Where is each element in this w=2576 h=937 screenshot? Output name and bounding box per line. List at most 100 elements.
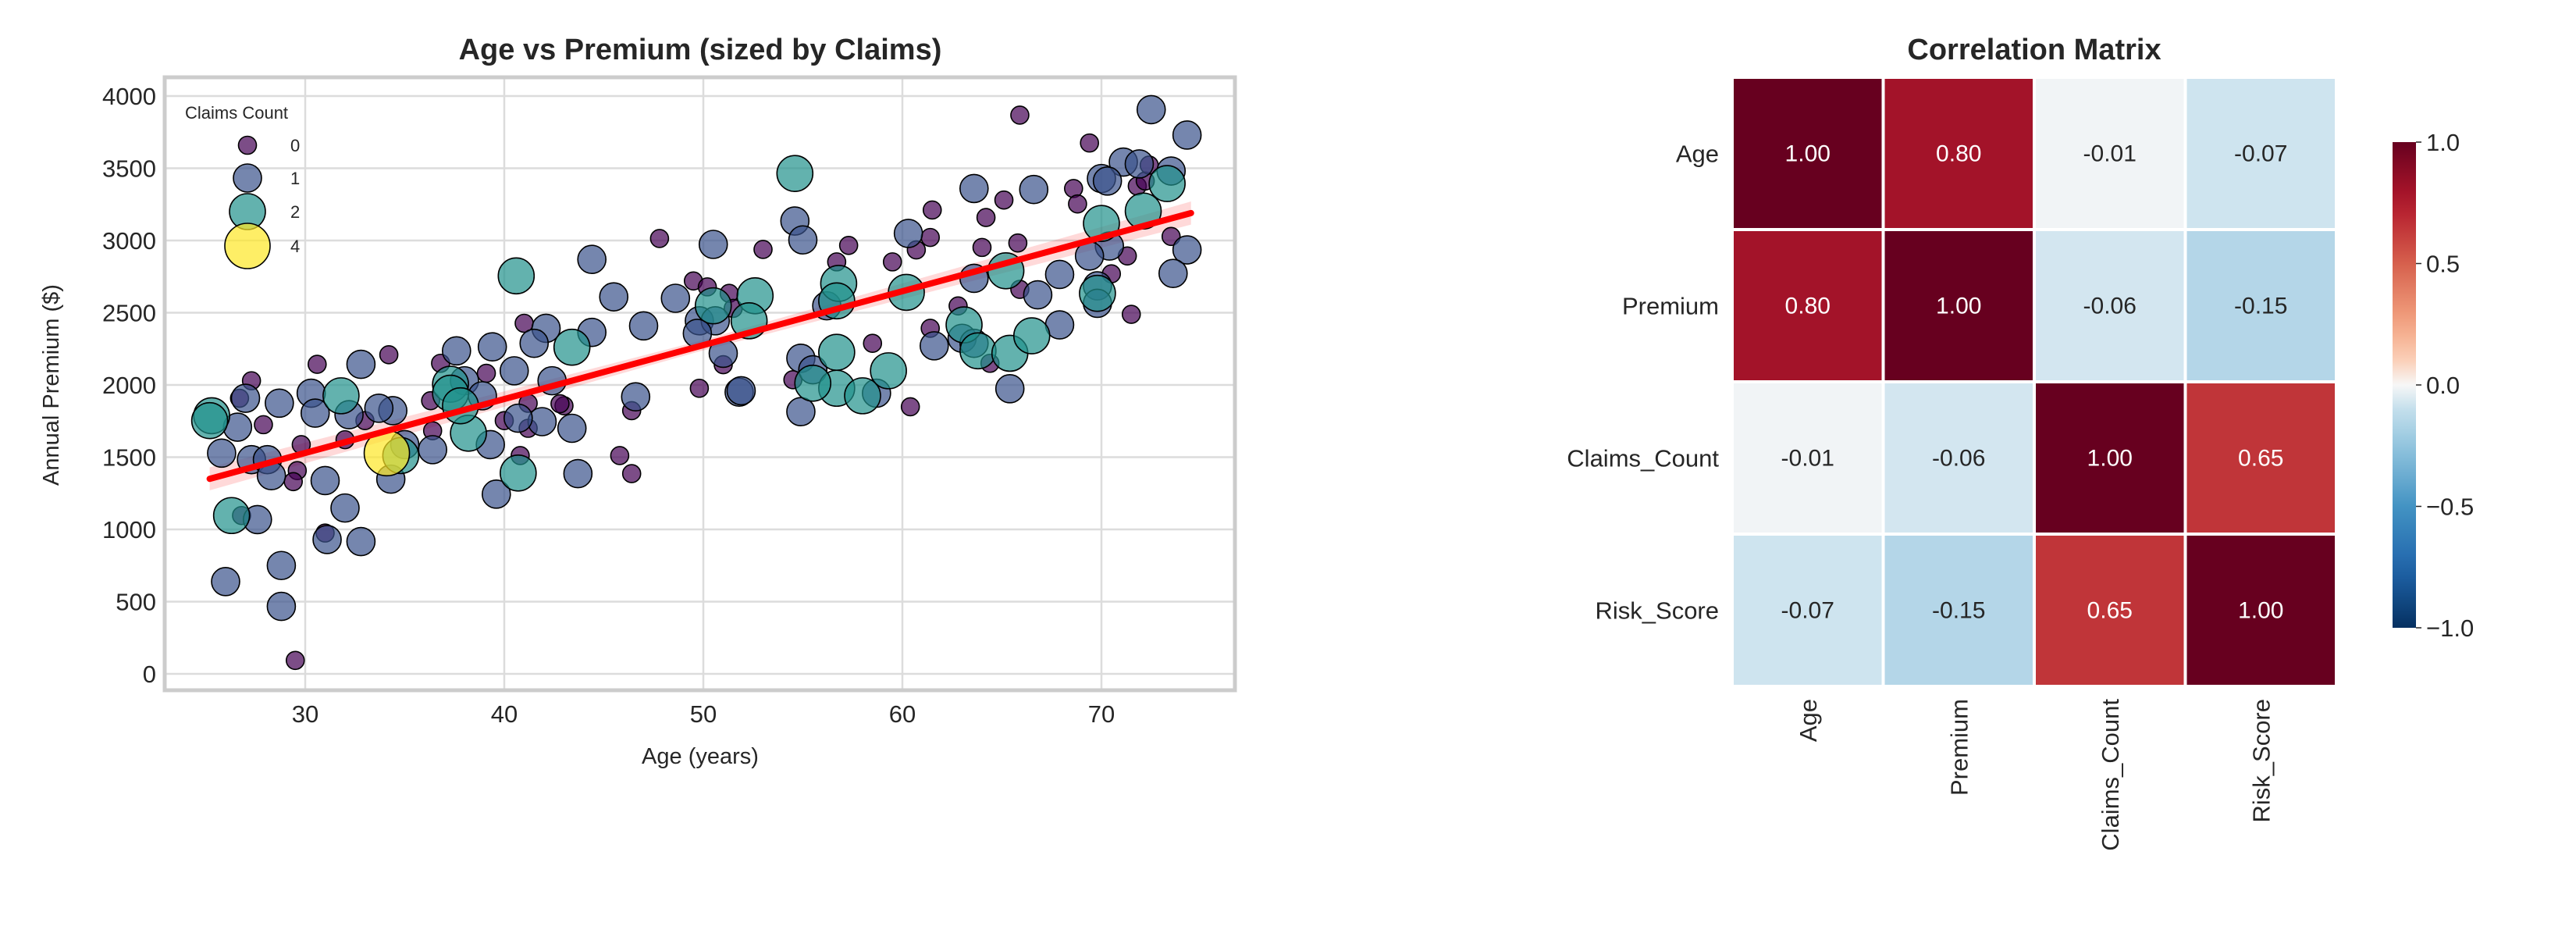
scatter-point-claims-1 [1019, 174, 1049, 205]
y-tick-label: 0 [143, 661, 156, 688]
scatter-point-claims-1 [330, 493, 360, 523]
y-tick-label: 2500 [102, 300, 156, 327]
plot-frame [162, 75, 1237, 693]
legend-title: Claims Count [185, 103, 288, 123]
y-tick-label: 2000 [102, 372, 156, 399]
regression-line [206, 209, 1194, 483]
scatter-points [190, 94, 1202, 671]
scatter-point-claims-1 [698, 230, 728, 259]
scatter-point-claims-1 [1172, 235, 1202, 265]
scatter-point-claims-1 [207, 438, 237, 468]
scatter-point-claims-1 [1092, 166, 1123, 196]
legend-label: 4 [290, 237, 300, 256]
row-label: Premium [1622, 293, 1719, 320]
scatter-point-claims-2 [1148, 165, 1186, 202]
scatter-point-claims-0 [254, 415, 273, 435]
scatter-point-claims-1 [1023, 280, 1053, 310]
scatter-point-claims-1 [364, 393, 394, 423]
heatmap-cell [1731, 533, 1885, 688]
scatter-panel: Age vs Premium (sized by Claims) 30 40 50 6… [39, 34, 1237, 769]
colorbar-tick-label: 0.0 [2426, 372, 2460, 399]
scatter-point-claims-0 [1121, 305, 1141, 324]
scatter-point-claims-0 [920, 227, 940, 248]
scatter-point-claims-0 [900, 397, 920, 417]
scatter-point-claims-0 [882, 252, 902, 272]
scatter-point-claims-1 [266, 550, 297, 581]
scatter-point-claims-2 [844, 377, 881, 415]
scatter-point-claims-0 [863, 333, 883, 354]
scatter-point-claims-1 [1158, 258, 1188, 288]
heatmap-cell-value: 1.00 [1936, 294, 1981, 319]
scatter-point-claims-2 [212, 497, 251, 535]
heatmap-cell-value: 1.00 [2087, 446, 2133, 472]
scatter-point-claims-0 [1010, 105, 1030, 125]
scatter-point-claims-2 [794, 364, 832, 402]
scatter-point-claims-0 [1008, 233, 1028, 253]
heatmap-cell-value: -0.01 [1781, 446, 1834, 472]
scatter-point-claims-1 [477, 332, 507, 362]
heatmap-cell [2183, 76, 2338, 231]
column-label: Premium [1945, 699, 1973, 796]
scatter-point-claims-0 [1068, 194, 1087, 214]
scatter-point-claims-1 [346, 526, 376, 557]
heatmap-cell-value: -0.06 [1932, 446, 1985, 472]
heatmap-cell-value: 1.00 [2238, 598, 2283, 624]
scatter-point-claims-2 [776, 155, 814, 192]
heatmap-cell-value: 0.80 [1785, 294, 1831, 319]
colorbar-tick-label: −1.0 [2426, 615, 2474, 642]
heatmap-cell-value: -0.06 [2083, 294, 2137, 319]
y-axis-label: Annual Premium ($) [39, 284, 64, 486]
scatter-point-claims-2 [1012, 317, 1051, 354]
scatter-point-claims-1 [660, 283, 691, 313]
heatmap-title: Correlation Matrix [1907, 34, 2161, 66]
heatmap-cell [2033, 533, 2187, 688]
scatter-point-claims-2 [870, 352, 907, 390]
scatter-point-claims-0 [285, 650, 305, 671]
scatter-title: Age vs Premium (sized by Claims) [459, 34, 942, 66]
row-label: Claims_Count [1567, 445, 1719, 472]
scatter-point-claims-1 [599, 282, 629, 312]
legend: Claims Count 0 1 2 4 [185, 103, 300, 269]
scatter-point-claims-2 [1079, 274, 1116, 312]
x-tick-label: 40 [491, 700, 518, 728]
heatmap-cell-value: 0.65 [2238, 446, 2283, 472]
scatter-point-claims-2 [500, 454, 537, 492]
gridlines [165, 77, 1235, 690]
colorbar-tick-label: 1.0 [2426, 129, 2460, 156]
heatmap-cell-value: -0.07 [1781, 598, 1834, 624]
y-tick-label: 500 [116, 589, 156, 616]
scatter-point-claims-1 [312, 525, 342, 554]
scatter-point-claims-1 [1172, 120, 1202, 150]
scatter-point-claims-1 [499, 356, 529, 386]
heatmap-cell [2183, 380, 2338, 536]
scatter-point-claims-2 [190, 401, 229, 440]
scatter-point-claims-1 [519, 328, 550, 358]
scatter-point-claims-0 [649, 229, 670, 248]
heatmap-cell-value: -0.07 [2234, 141, 2287, 167]
heatmap-cell-value: -0.15 [2234, 294, 2287, 319]
scatter-point-claims-2 [497, 257, 535, 295]
x-tick-label: 70 [1088, 700, 1115, 728]
heatmap-cell [1881, 76, 2036, 231]
legend-label: 2 [290, 202, 300, 222]
legend-label: 1 [290, 169, 300, 188]
y-tick-label: 4000 [102, 83, 156, 110]
x-axis-label: Age (years) [642, 744, 759, 769]
x-tick-label: 30 [292, 700, 318, 728]
legend-marker-0 [237, 135, 258, 155]
regression-line-path [206, 209, 1194, 483]
y-tick-label: 1500 [102, 444, 156, 472]
scatter-point-claims-0 [379, 345, 399, 365]
heatmap-cell [2183, 228, 2338, 383]
colorbar-ticks: 1.0 0.5 0.0 −0.5 −1.0 [2416, 129, 2474, 642]
scatter-point-claims-1 [628, 311, 659, 341]
colorbar-tick-label: 0.5 [2426, 251, 2460, 278]
scatter-point-claims-1 [230, 383, 261, 413]
scatter-point-claims-0 [972, 237, 992, 258]
scatter-point-claims-1 [577, 244, 607, 275]
heatmap-cell-value: -0.15 [1932, 598, 1985, 624]
row-label: Age [1676, 141, 1719, 168]
scatter-point-claims-1 [920, 331, 949, 361]
scatter-point-claims-1 [621, 382, 651, 411]
